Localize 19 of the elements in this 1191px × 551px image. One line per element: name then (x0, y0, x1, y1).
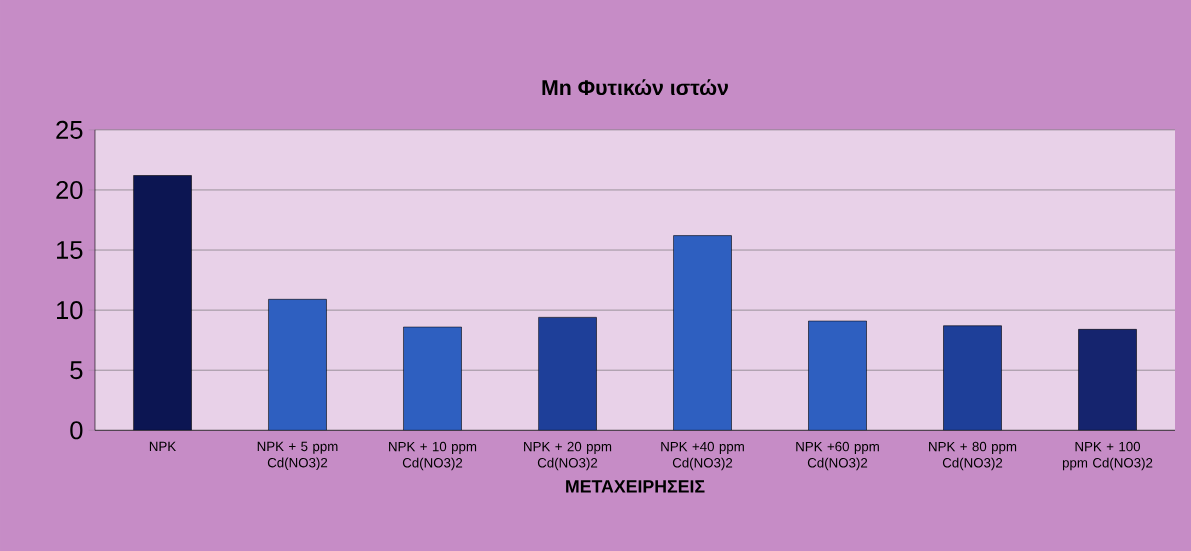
x-tick-label: NPK + 5 ppm Cd(NO3)2 (257, 441, 338, 471)
y-tick-label: 20 (56, 180, 83, 200)
y-tick-label: 25 (56, 120, 83, 139)
x-axis-title: ΜΕΤΑΧΕΙΡΗΣΕΙΣ (566, 480, 705, 493)
x-tick-label: NPK + 10 ppm Cd(NO3)2 (389, 441, 477, 471)
y-tick-label: 0 (70, 421, 83, 440)
x-tick-label: NPK + 20 ppm Cd(NO3)2 (524, 441, 612, 471)
x-tick-label: NPK +60 ppm Cd(NO3)2 (796, 441, 879, 471)
bar (808, 320, 867, 431)
y-tick-label: 15 (57, 241, 83, 259)
x-tick-label: NPK (149, 441, 176, 452)
x-tick-label: NPK +40 ppm Cd(NO3)2 (661, 441, 744, 471)
chart-title: Mn Φυτικών ιστών (542, 79, 728, 96)
x-tick-label: NPK + 100 ppm Cd(NO3)2 (1062, 441, 1153, 471)
x-tick-label: NPK + 80 ppm Cd(NO3)2 (929, 441, 1017, 471)
bar (943, 325, 1002, 431)
y-tick-label: 5 (70, 361, 83, 380)
y-tick-label: 10 (57, 301, 83, 320)
bar (673, 235, 732, 431)
